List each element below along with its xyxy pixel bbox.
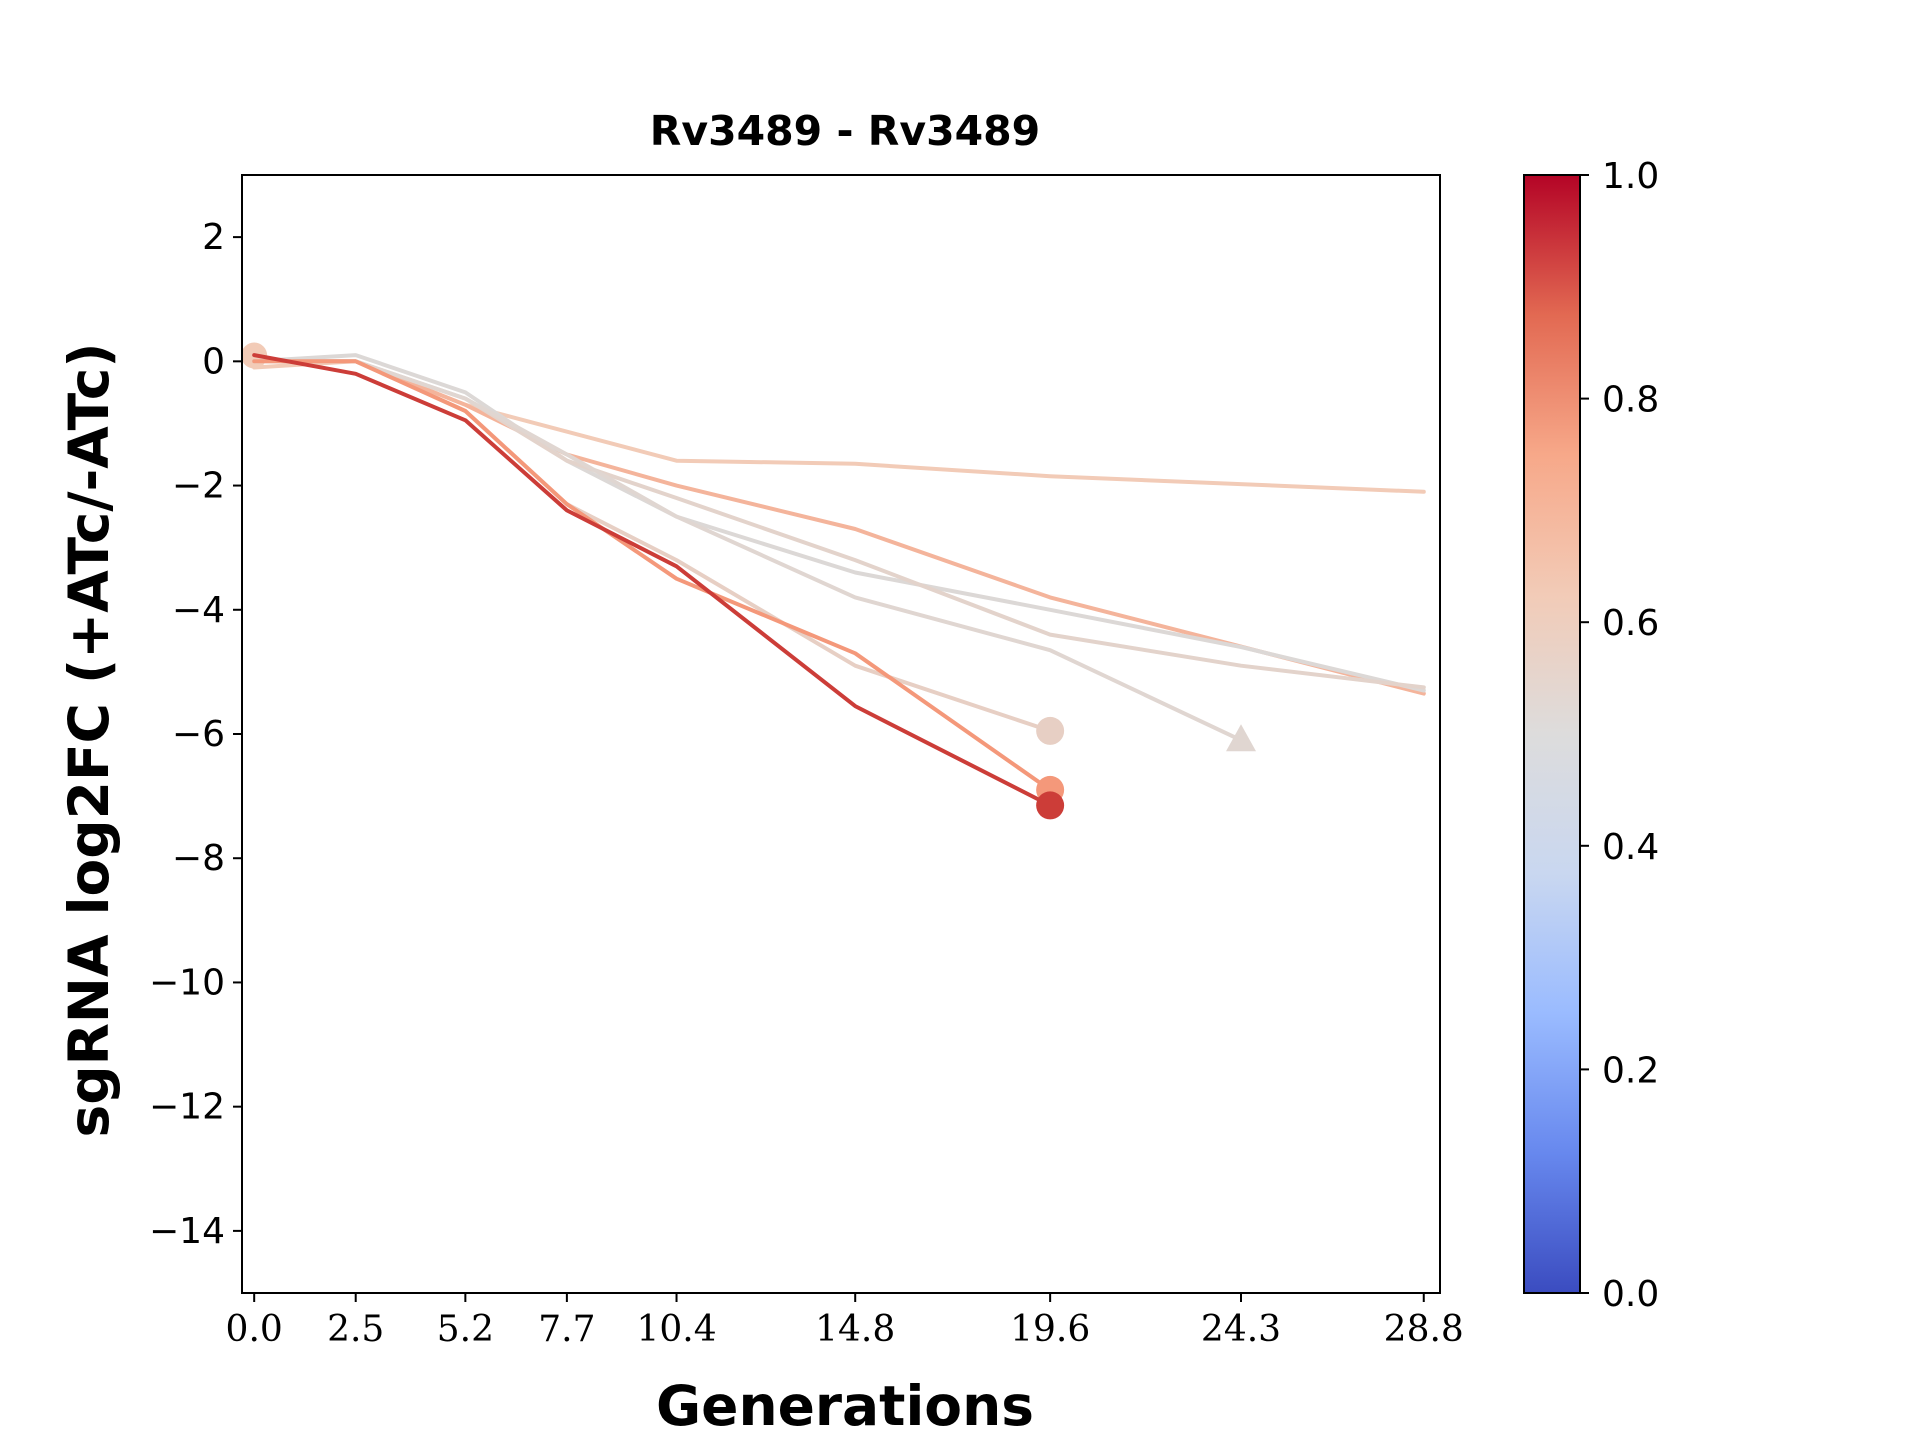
y-tick-label: −10 (149, 962, 225, 1003)
series-end-marker-6 (1036, 716, 1065, 745)
series-line-8 (252, 353, 1053, 808)
series-end-marker-5 (1226, 724, 1257, 752)
x-tick-label: 28.8 (1384, 1309, 1464, 1350)
y-axis-label: sgRNA log2FC (+ATc/-ATc) (57, 342, 121, 1137)
x-tick-label: 0.0 (226, 1309, 283, 1350)
x-tick-label: 10.4 (636, 1309, 716, 1350)
y-tick-label: −4 (172, 590, 225, 631)
y-tick-label: 0 (202, 341, 225, 382)
y-tick-label: −2 (172, 466, 225, 507)
x-tick-label: 7.7 (538, 1309, 595, 1350)
axes-layer: 0.0 2.5 5.2 7.7 10.4 14.8 19.6 24.3 28.8 2 0 −2 −4 −6… (149, 174, 1464, 1350)
x-tick-label: 14.8 (815, 1309, 895, 1350)
x-tick-label: 5.2 (437, 1309, 494, 1350)
chart-title: Rv3489 - Rv3489 (650, 107, 1040, 155)
colorbar-tick-label: 1.0 (1602, 156, 1659, 197)
colorbar: 0.0 0.2 0.4 0.6 0.8 1.0 (1523, 156, 1659, 1315)
series-line-6 (252, 359, 1053, 733)
series-line-2 (252, 359, 1426, 696)
y-tick-label: −6 (172, 714, 225, 755)
series-line-5 (252, 359, 1243, 743)
y-tick-label: −8 (172, 838, 225, 879)
series-line-7 (252, 359, 1053, 792)
colorbar-tick-label: 0.2 (1602, 1050, 1659, 1091)
colorbar-tick-label: 0.0 (1602, 1274, 1659, 1315)
y-tick-label: −12 (149, 1087, 225, 1128)
y-tick-label: 2 (202, 217, 225, 258)
colorbar-tick-label: 0.4 (1602, 827, 1659, 868)
series-end-marker-8 (1036, 791, 1065, 820)
colorbar-gradient (1523, 174, 1581, 1294)
x-tick-label: 2.5 (327, 1309, 384, 1350)
colorbar-tick-label: 0.8 (1602, 380, 1659, 421)
x-tick-label: 24.3 (1201, 1309, 1281, 1350)
colorbar-tick-label: 0.6 (1602, 603, 1659, 644)
series-layer (241, 342, 1426, 820)
plot-frame (241, 174, 1441, 1294)
x-tick-label: 19.6 (1010, 1309, 1090, 1350)
x-axis-label: Generations (656, 1374, 1034, 1438)
y-tick-label: −14 (149, 1211, 225, 1252)
